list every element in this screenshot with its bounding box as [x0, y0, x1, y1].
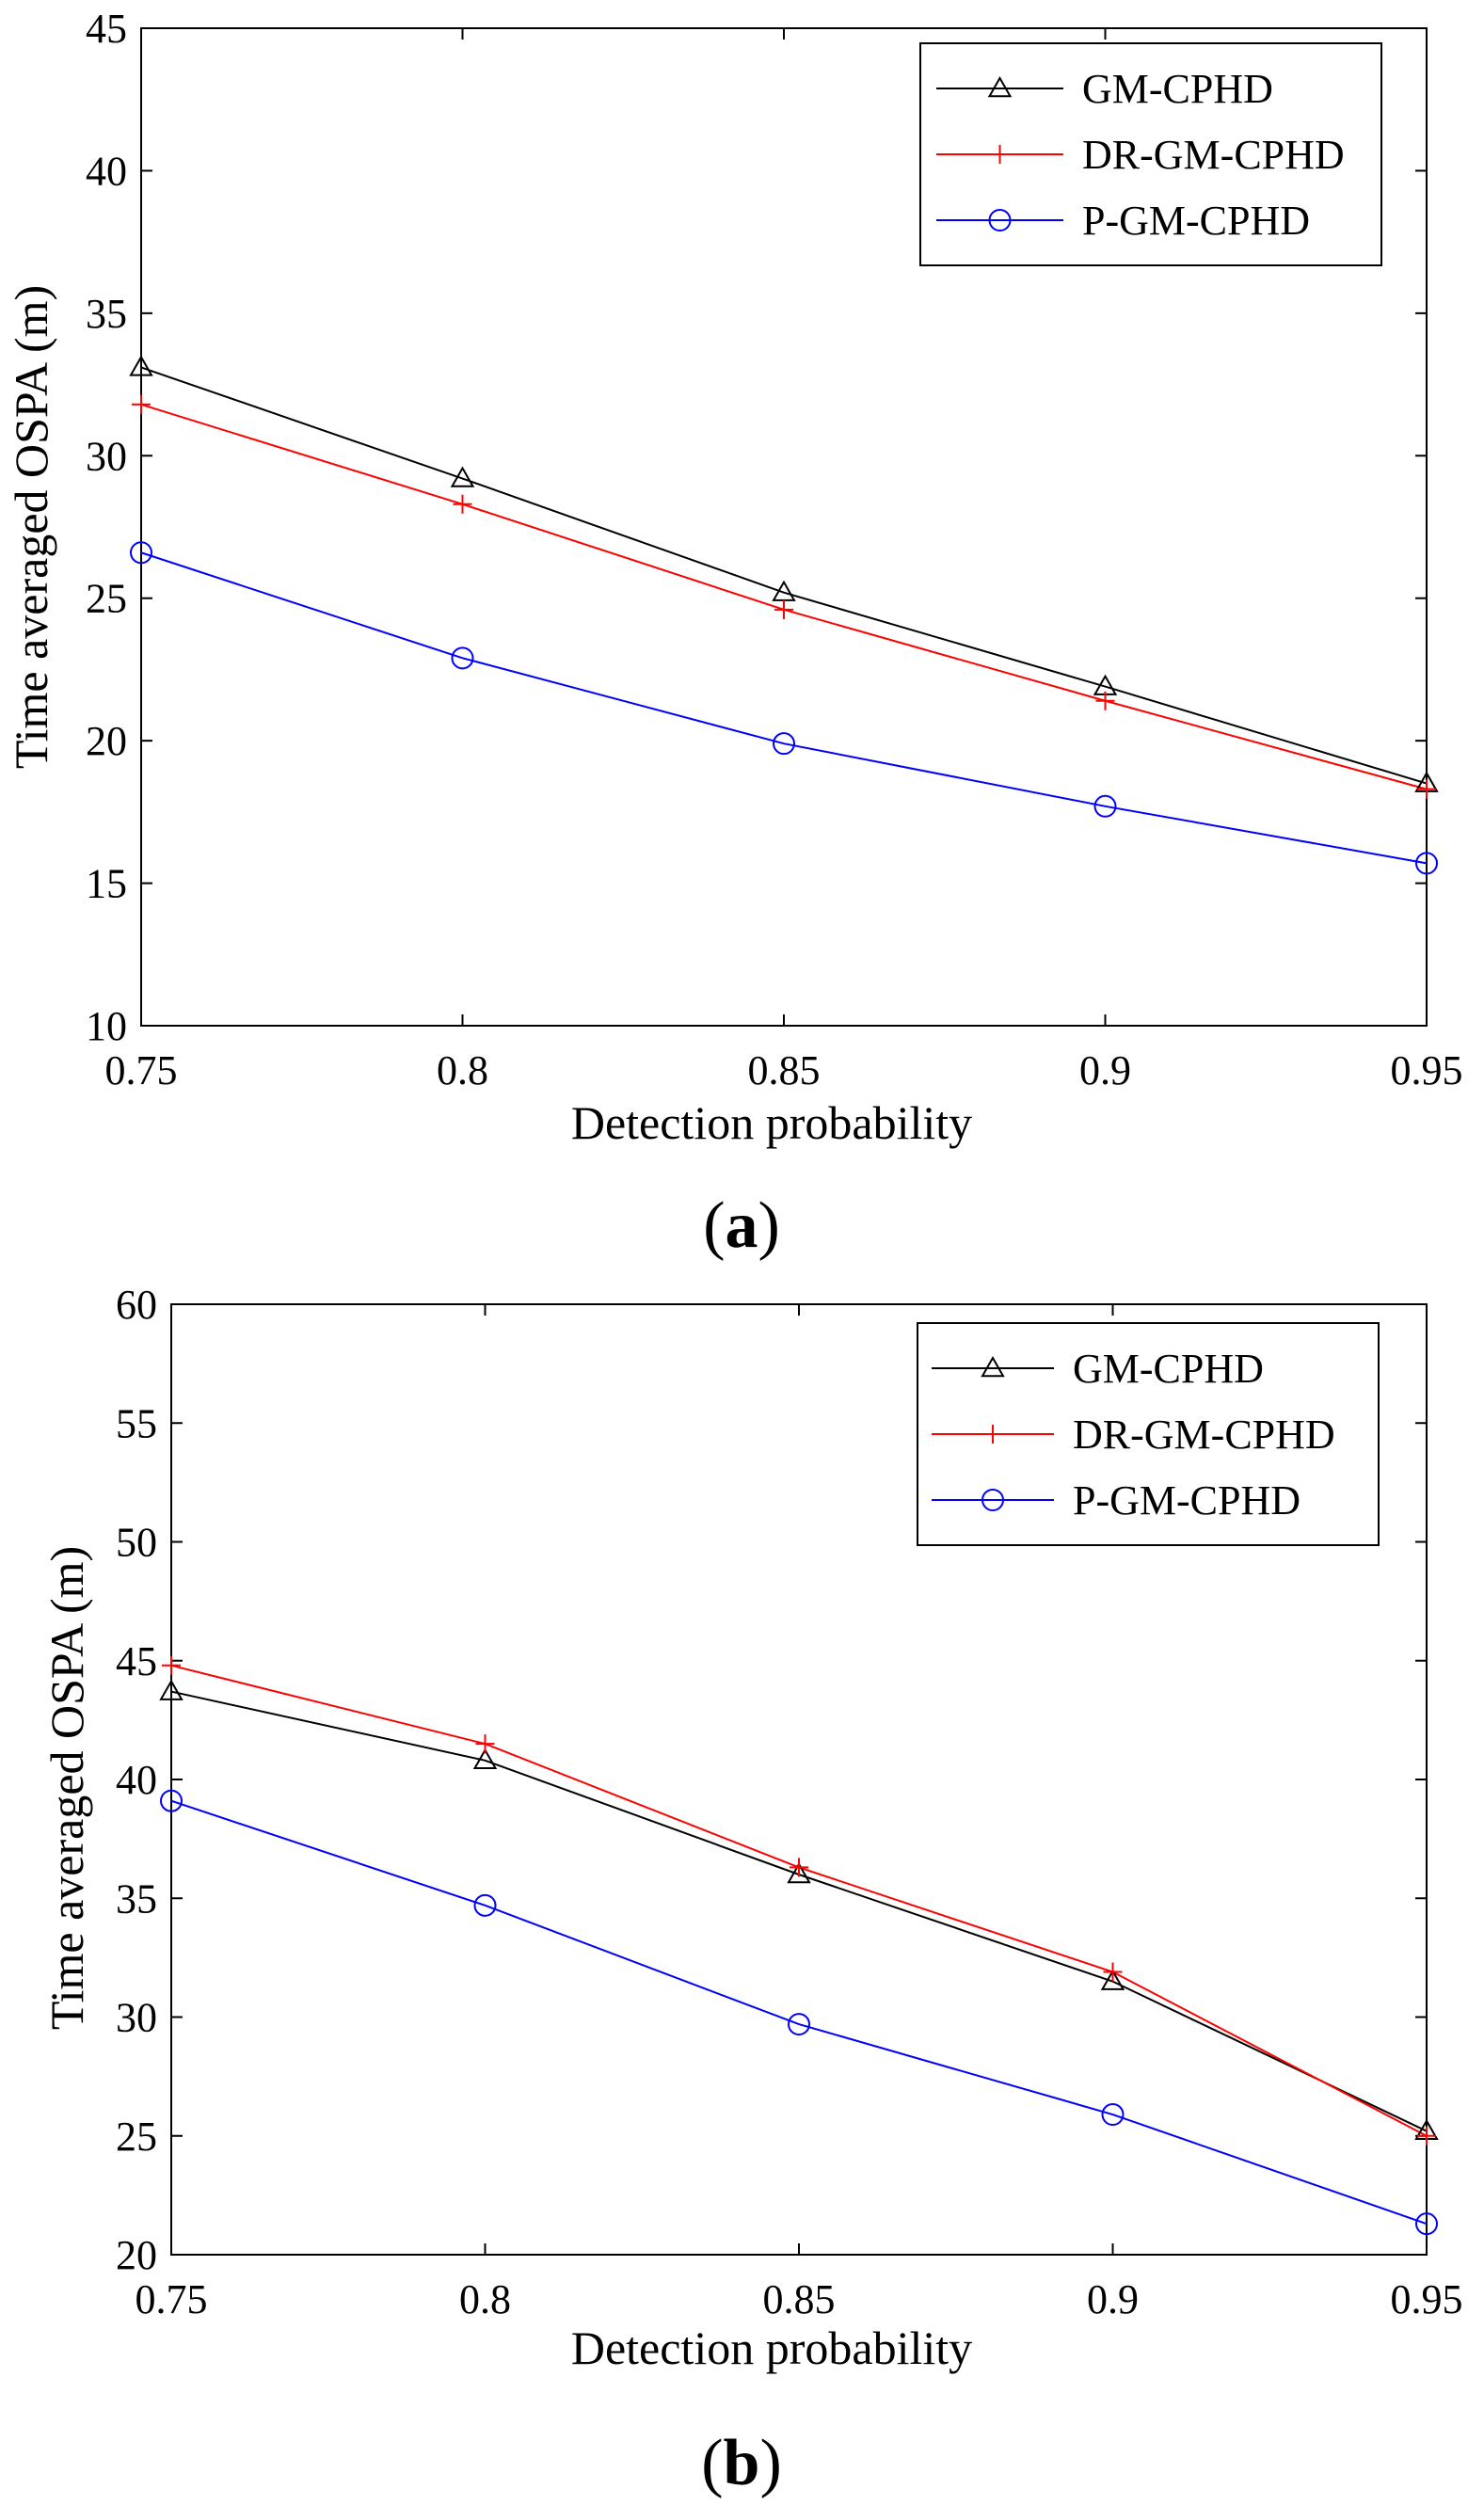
chart-a-point-gm-cphd: [450, 466, 475, 487]
chart-b-markers: [159, 1655, 1439, 2236]
chart-a-legend-label-dr-gm-cphd: DR-GM-CPHD: [1082, 132, 1345, 178]
chart-a-x-tick-label: 0.75: [105, 1047, 178, 1093]
chart-a-point-p-gm-cphd: [1415, 852, 1438, 875]
chart-a-ylabel: Time averaged OSPA (m): [5, 285, 57, 769]
chart-b-y-tick-label: 50: [116, 1520, 157, 1566]
chart-a-legend: GM-CPHD DR-GM-CPHD P-GM-CPHD: [919, 42, 1382, 266]
chart-a-point-p-gm-cphd: [451, 646, 474, 670]
chart-a-y-tick-label: 25: [86, 576, 127, 622]
chart-b-legend: GM-CPHD DR-GM-CPHD P-GM-CPHD: [917, 1322, 1380, 1546]
chart-a-point-p-gm-cphd: [773, 732, 795, 756]
chart-b-y-tick-label: 60: [116, 1282, 157, 1328]
chart-a-x-tick-label: 0.9: [1079, 1047, 1131, 1093]
chart-a-caption-letter: a: [726, 1189, 758, 1262]
chart-b-point-dr-gm-cphd: [1103, 1962, 1123, 1982]
chart-a-point-dr-gm-cphd: [1095, 691, 1115, 710]
chart-b-point-p-gm-cphd: [788, 2013, 810, 2036]
chart-a-y-tick-label: 35: [86, 291, 127, 337]
chart-b-point-gm-cphd: [1100, 1969, 1125, 1990]
chart-b-y-tick-label: 25: [116, 2114, 157, 2160]
chart-a-markers: [129, 355, 1439, 875]
chart-a-xlabel: Detection probability: [571, 1096, 972, 1149]
chart-b-series-line-p-gm-cphd: [170, 1799, 1428, 2226]
chart-a-y-tick-label: 20: [86, 718, 127, 764]
chart-b-point-dr-gm-cphd: [790, 1858, 808, 1877]
chart-a-legend-label-gm-cphd: GM-CPHD: [1082, 66, 1273, 112]
chart-a-point-dr-gm-cphd: [453, 494, 472, 514]
chart-b-point-p-gm-cphd: [473, 1893, 497, 1917]
chart-b-point-gm-cphd: [159, 1679, 184, 1700]
chart-a-legend-marker-gm-cphd: [987, 75, 1013, 98]
chart-b-x-tick-label: 0.75: [136, 2276, 208, 2322]
chart-b-x-tick-label: 0.95: [1391, 2276, 1463, 2322]
chart-b-y-ticks: 20 25 30 35 40 45 50 55 60: [116, 1282, 1427, 2278]
chart-a-legend-label-p-gm-cphd: P-GM-CPHD: [1082, 198, 1310, 244]
chart-b-point-dr-gm-cphd: [475, 1734, 495, 1754]
chart-b: 0.75 0.8 0.85 0.9 0.95 20 25 30 35 40 45 50 55 60 GM…: [40, 1282, 1463, 2499]
chart-b-caption: (b): [701, 2427, 782, 2499]
chart-a-y-tick-label: 15: [86, 861, 127, 907]
chart-a-legend-marker-p-gm-cphd: [988, 209, 1012, 231]
chart-b-legend-marker-dr-gm-cphd: [983, 1425, 1002, 1444]
chart-b-point-p-gm-cphd: [1101, 2103, 1125, 2127]
chart-a-point-dr-gm-cphd: [1417, 779, 1436, 799]
chart-b-caption-letter: b: [724, 2427, 760, 2499]
chart-a-x-tick-label: 0.85: [748, 1047, 821, 1093]
chart-b-y-tick-label: 30: [116, 1995, 157, 2041]
chart-b-y-tick-label: 20: [116, 2232, 157, 2278]
chart-b-point-gm-cphd: [472, 1747, 498, 1770]
chart-b-y-tick-label: 45: [116, 1638, 157, 1684]
chart-a-point-dr-gm-cphd: [774, 599, 793, 619]
chart-a-y-tick-label: 10: [86, 1003, 127, 1049]
chart-b-legend-label-gm-cphd: GM-CPHD: [1073, 1346, 1264, 1392]
chart-b-ylabel: Time averaged OSPA (m): [40, 1546, 93, 2030]
chart-b-point-p-gm-cphd: [160, 1789, 183, 1812]
chart-b-legend-marker-p-gm-cphd: [981, 1489, 1004, 1511]
chart-a-point-gm-cphd: [129, 355, 153, 376]
chart-b-x-ticks: 0.75 0.8 0.85 0.9 0.95: [136, 1304, 1463, 2322]
chart-b-x-tick-label: 0.8: [459, 2276, 511, 2322]
chart-a-series-line-gm-cphd: [140, 366, 1428, 785]
chart-b-x-tick-label: 0.85: [763, 2276, 836, 2322]
chart-b-y-tick-label: 35: [116, 1875, 157, 1922]
chart-a-point-p-gm-cphd: [130, 541, 152, 565]
chart-a-y-tick-label: 40: [86, 148, 127, 194]
chart-b-legend-label-dr-gm-cphd: DR-GM-CPHD: [1073, 1412, 1335, 1458]
chart-b-point-p-gm-cphd: [1415, 2212, 1438, 2236]
chart-b-point-gm-cphd: [787, 1861, 811, 1884]
chart-a-point-p-gm-cphd: [1093, 794, 1117, 818]
chart-b-x-tick-label: 0.9: [1087, 2276, 1139, 2322]
chart-a-x-tick-label: 0.8: [437, 1047, 488, 1093]
chart-b-xlabel: Detection probability: [571, 2322, 972, 2374]
chart-a-y-ticks: 10 15 20 25 30 35 40 45: [86, 6, 1427, 1049]
chart-a: 0.75 0.8 0.85 0.9 0.95 10 15 20 25 30 35 40 45 GM-C…: [5, 6, 1463, 1262]
chart-a-y-tick-label: 30: [86, 433, 127, 479]
chart-b-point-dr-gm-cphd: [162, 1655, 181, 1675]
chart-a-x-ticks: 0.75 0.8 0.85 0.9 0.95: [105, 28, 1463, 1093]
chart-a-caption: (a): [703, 1189, 780, 1262]
chart-b-point-dr-gm-cphd: [1417, 2126, 1436, 2146]
chart-a-series-line-p-gm-cphd: [140, 551, 1428, 865]
chart-a-point-dr-gm-cphd: [132, 394, 151, 414]
chart-a-x-tick-label: 0.95: [1391, 1047, 1463, 1093]
chart-b-legend-label-p-gm-cphd: P-GM-CPHD: [1073, 1477, 1300, 1524]
chart-b-y-tick-label: 55: [116, 1400, 157, 1446]
chart-a-y-tick-label: 45: [86, 6, 127, 52]
chart-b-legend-marker-gm-cphd: [981, 1355, 1005, 1378]
chart-b-y-tick-label: 40: [116, 1757, 157, 1803]
chart-a-legend-marker-dr-gm-cphd: [990, 145, 1010, 164]
